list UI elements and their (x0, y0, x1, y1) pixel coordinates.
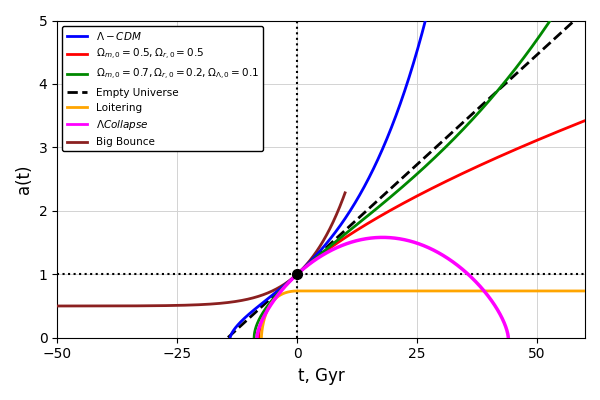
X-axis label: t, Gyr: t, Gyr (298, 367, 344, 385)
Legend: $\Lambda-CDM$, $\Omega_{m,0}=0.5,\Omega_{r,0}=0.5$, $\Omega_{m,0}=0.7,\Omega_{r,: $\Lambda-CDM$, $\Omega_{m,0}=0.5,\Omega_… (62, 26, 263, 152)
Y-axis label: a(t): a(t) (15, 164, 33, 194)
